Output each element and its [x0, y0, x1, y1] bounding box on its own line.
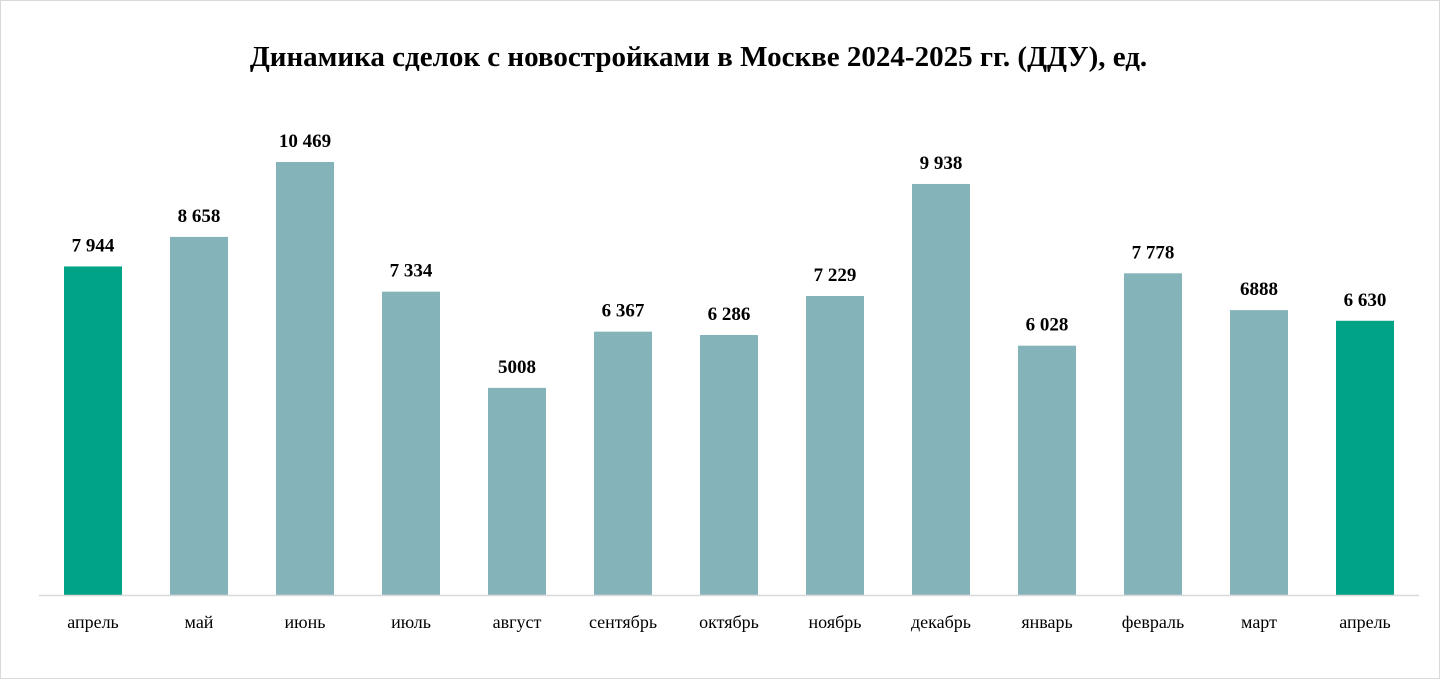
value-labels-group: 7 944 8 658 10 469 7 334 5008 6 367 6 286 7 229…	[72, 131, 1387, 378]
bar-2	[170, 236, 228, 596]
tick-label-4: июль	[391, 612, 431, 632]
bar-5	[488, 387, 546, 595]
bar-6	[594, 331, 652, 595]
value-label-7: 6 286	[708, 304, 751, 325]
tick-label-8: ноябрь	[809, 612, 862, 632]
value-label-11: 7 778	[1132, 242, 1175, 263]
tick-label-5: август	[493, 612, 542, 632]
value-label-4: 7 334	[390, 261, 433, 282]
tick-labels-group: апрель май июнь июль август сентябрь октябрь но…	[67, 612, 1391, 632]
tick-label-10: январь	[1021, 612, 1072, 632]
value-label-1: 7 944	[72, 235, 115, 256]
tick-label-6: сентябрь	[589, 612, 657, 632]
bar-13	[1336, 320, 1394, 595]
value-label-6: 6 367	[602, 301, 645, 322]
bars-group	[64, 162, 1394, 596]
value-label-10: 6 028	[1026, 315, 1069, 336]
tick-label-1: апрель	[67, 612, 119, 632]
bar-4	[382, 291, 440, 595]
bar-1	[64, 266, 122, 595]
bar-9	[912, 183, 970, 595]
tick-label-3: июнь	[285, 612, 326, 632]
tick-label-13: апрель	[1339, 612, 1391, 632]
tick-label-9: декабрь	[911, 612, 971, 632]
tick-label-11: февраль	[1122, 612, 1185, 632]
tick-label-12: март	[1241, 612, 1277, 632]
bar-8	[806, 296, 864, 595]
bar-11	[1124, 273, 1182, 595]
value-label-2: 8 658	[178, 206, 221, 227]
bar-7	[700, 335, 758, 595]
value-label-12: 6888	[1240, 279, 1278, 300]
tick-label-2: май	[185, 612, 214, 632]
value-label-5: 5008	[498, 357, 536, 378]
value-label-13: 6 630	[1344, 290, 1387, 311]
tick-label-7: октябрь	[699, 612, 759, 632]
bar-3	[276, 162, 334, 595]
value-label-8: 7 229	[814, 265, 857, 286]
bar-12	[1230, 310, 1288, 595]
value-label-3: 10 469	[279, 131, 331, 152]
value-label-9: 9 938	[920, 153, 963, 174]
chart-title: Динамика сделок с новостройками в Москве…	[249, 41, 1148, 73]
bar-10	[1018, 345, 1076, 595]
